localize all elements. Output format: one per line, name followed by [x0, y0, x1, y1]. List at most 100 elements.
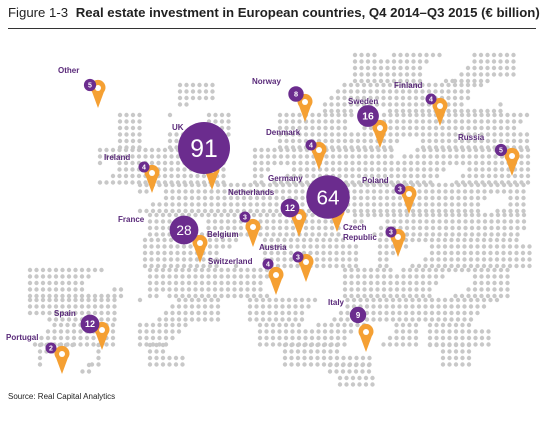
- map-dot: [397, 304, 402, 309]
- map-dot: [428, 167, 433, 172]
- map-dot: [430, 232, 436, 237]
- map-dot: [417, 59, 423, 64]
- map-dot: [368, 280, 374, 286]
- map-dot: [86, 297, 91, 303]
- map-dot: [485, 78, 490, 84]
- map-dot: [137, 208, 143, 214]
- map-dot: [527, 263, 532, 269]
- map-dot: [105, 304, 111, 309]
- map-dot: [167, 280, 172, 286]
- map-dot: [368, 125, 374, 131]
- map-dot: [417, 212, 423, 218]
- map-dot: [147, 232, 153, 237]
- map-dot: [469, 208, 474, 214]
- map-dot: [96, 342, 101, 348]
- map-dot: [401, 125, 406, 131]
- map-dot: [261, 195, 266, 201]
- map-dot: [372, 52, 377, 58]
- map-dot: [147, 225, 153, 231]
- map-dot: [443, 189, 448, 194]
- map-dot: [397, 317, 402, 322]
- map-dot: [182, 167, 187, 172]
- map-dot: [258, 212, 263, 218]
- map-dot: [163, 189, 169, 194]
- map-dot: [355, 287, 361, 292]
- map-dot: [521, 225, 527, 231]
- map-dot: [475, 202, 481, 207]
- map-dot: [521, 212, 527, 218]
- map-dot: [112, 297, 117, 303]
- map-dot: [439, 89, 445, 94]
- map-dot: [196, 317, 201, 322]
- country-label: Sweden: [348, 97, 378, 106]
- map-dot: [280, 310, 285, 316]
- map-dot: [501, 250, 506, 256]
- map-dot: [398, 212, 403, 218]
- map-dot: [479, 132, 484, 137]
- map-dot: [283, 335, 289, 341]
- map-dot: [488, 244, 493, 249]
- map-dot: [347, 362, 352, 368]
- map-dot: [316, 232, 322, 237]
- map-dot: [220, 237, 226, 243]
- map-dot: [254, 304, 259, 309]
- map-dot: [525, 154, 531, 159]
- map-dot: [258, 267, 263, 273]
- map-dot: [277, 335, 282, 341]
- map-dot: [345, 182, 351, 188]
- map-dot: [482, 189, 487, 194]
- map-dot: [149, 237, 154, 243]
- map-dot: [278, 147, 284, 153]
- map-dot: [303, 232, 309, 237]
- map-dot: [400, 335, 406, 341]
- map-dot: [344, 375, 349, 381]
- map-dot: [387, 82, 393, 88]
- map-dot: [413, 322, 419, 328]
- map-dot: [453, 119, 458, 124]
- map-dot: [473, 167, 479, 172]
- map-dot: [284, 225, 289, 231]
- map-dot: [512, 173, 518, 179]
- map-dot: [460, 322, 465, 328]
- map-dot: [485, 52, 490, 58]
- map-dot: [475, 250, 480, 256]
- map-dot: [60, 297, 65, 303]
- map-dot: [462, 297, 467, 303]
- map-dot: [130, 173, 135, 179]
- map-dot: [177, 95, 183, 101]
- map-dot: [225, 232, 231, 237]
- map-dot: [169, 173, 174, 179]
- map-dot: [270, 329, 276, 334]
- map-dot: [508, 182, 513, 188]
- map-dot: [482, 225, 488, 231]
- map-dot: [288, 263, 294, 269]
- map-dot: [519, 173, 524, 179]
- map-dot: [505, 132, 510, 137]
- map-dot: [340, 263, 346, 269]
- map-dot: [130, 132, 136, 137]
- map-dot: [352, 208, 357, 214]
- map-dot: [199, 280, 205, 286]
- map-dot: [384, 189, 390, 194]
- map-dot: [334, 369, 339, 374]
- map-dot: [226, 125, 231, 131]
- map-dot: [391, 195, 396, 201]
- map-dot: [202, 310, 208, 316]
- map-dot: [118, 287, 124, 292]
- map-dot: [466, 335, 472, 341]
- map-dot: [60, 317, 65, 322]
- map-dot: [235, 189, 240, 194]
- map-dot: [481, 304, 487, 309]
- map-dot: [394, 293, 400, 299]
- map-dot: [323, 219, 328, 224]
- map-dot: [472, 125, 478, 131]
- map-dot: [492, 287, 497, 292]
- map-dot: [486, 160, 492, 166]
- map-dot: [117, 147, 122, 153]
- map-dot: [27, 304, 33, 309]
- map-dot: [433, 125, 439, 131]
- map-dot: [206, 212, 211, 218]
- map-dot: [507, 250, 513, 256]
- map-dot: [285, 173, 290, 179]
- map-dot: [327, 250, 333, 256]
